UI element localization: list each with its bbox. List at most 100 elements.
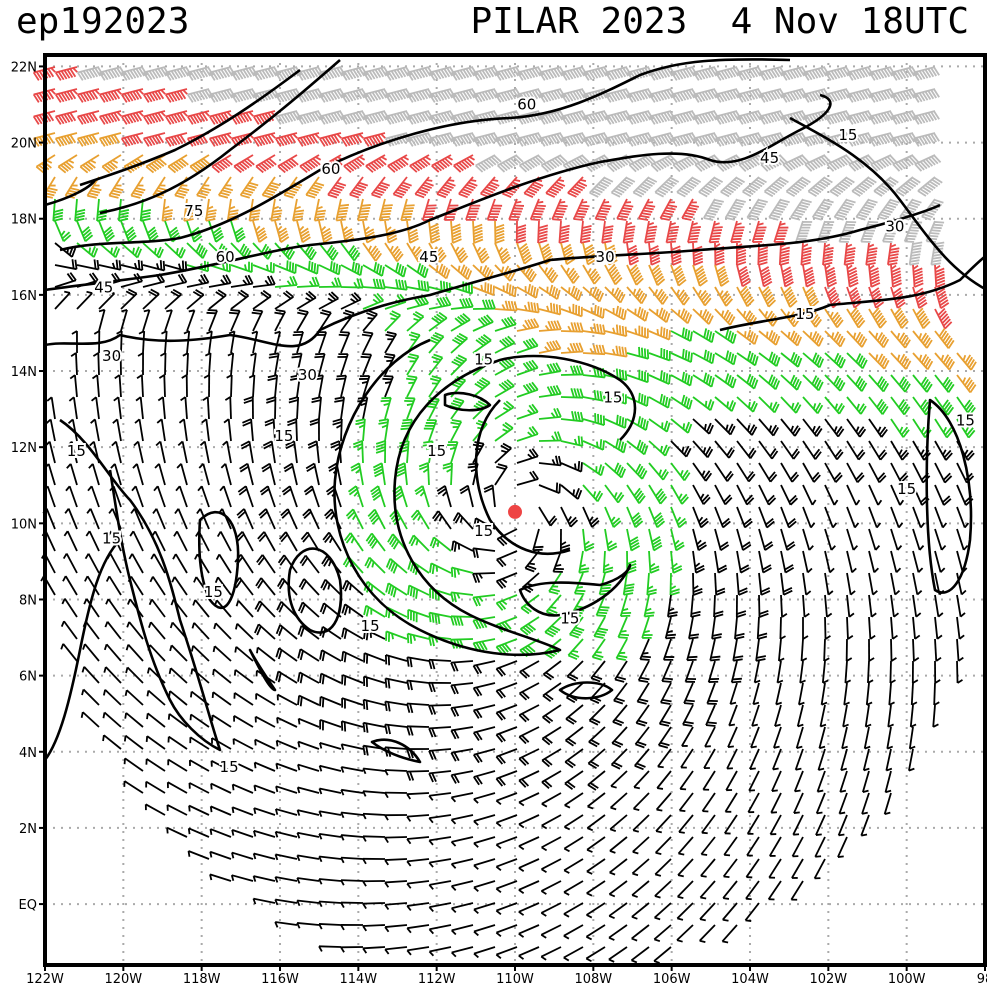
wind-barb	[423, 419, 438, 442]
wind-barb	[670, 132, 698, 147]
wind-barb	[795, 220, 813, 243]
wind-barb	[560, 264, 580, 284]
wind-barb	[817, 748, 826, 771]
wind-barb	[209, 828, 232, 838]
wind-barb	[780, 374, 802, 391]
wind-barb	[934, 396, 955, 416]
wind-barb	[275, 762, 298, 772]
wind-barb	[473, 858, 496, 870]
wind-barb	[495, 880, 518, 894]
wind-barb	[483, 484, 496, 508]
wind-barb	[404, 397, 416, 420]
wind-barb	[81, 666, 100, 684]
wind-barb	[406, 880, 430, 889]
wind-barb	[541, 770, 562, 789]
wind-barb	[76, 220, 94, 243]
lon-tick-label: 120W	[104, 972, 142, 987]
wind-barb	[604, 286, 626, 304]
wind-barb	[495, 770, 518, 787]
wind-barb	[909, 704, 917, 728]
wind-barb	[472, 547, 496, 559]
wind-barb	[450, 726, 474, 740]
wind-barb	[363, 628, 386, 641]
wind-barb	[254, 738, 276, 750]
wind-barb	[868, 572, 878, 596]
wind-barb	[495, 946, 518, 959]
wind-barb	[559, 528, 571, 552]
wind-barb	[538, 132, 566, 147]
wind-barb	[274, 110, 302, 125]
wind-barb	[714, 484, 733, 506]
wind-barb	[846, 616, 854, 640]
storm-center-marker	[508, 504, 522, 519]
wind-barb	[472, 66, 500, 81]
wind-barb	[142, 88, 166, 103]
wind-barb	[189, 713, 210, 728]
wind-barb	[772, 748, 782, 771]
wind-barb	[362, 110, 390, 125]
wind-barb	[714, 308, 736, 326]
wind-barb	[362, 902, 386, 910]
wind-barb	[450, 682, 474, 695]
wind-barb	[838, 792, 848, 815]
wind-barb	[344, 532, 364, 552]
wind-barb	[495, 638, 518, 655]
wind-barb	[103, 666, 122, 684]
wind-barb	[508, 198, 525, 221]
wind-barb	[428, 88, 456, 103]
wind-barb	[275, 670, 298, 684]
wind-barb	[234, 623, 254, 640]
wind-barb	[71, 330, 78, 354]
wind-barb	[226, 374, 233, 398]
wind-barb	[813, 858, 826, 880]
wind-barb	[802, 132, 830, 147]
wind-barb	[107, 530, 122, 552]
wind-barb	[628, 154, 656, 173]
wind-barb	[280, 508, 298, 530]
wind-barb	[714, 418, 736, 436]
wind-barb	[751, 704, 760, 727]
wind-barb	[758, 528, 774, 551]
wind-barb	[608, 946, 628, 963]
wind-barb	[335, 198, 350, 222]
wind-barb	[626, 484, 646, 504]
wind-barb	[662, 638, 675, 661]
wind-barb	[639, 638, 651, 661]
wind-barb	[168, 667, 188, 684]
wind-barb	[222, 440, 232, 464]
wind-barb	[802, 462, 821, 483]
wind-barb	[276, 693, 298, 706]
wind-barb	[780, 88, 808, 103]
wind-barb	[183, 330, 191, 354]
wind-barb	[341, 579, 364, 596]
wind-barb	[451, 924, 474, 936]
wind-barb	[889, 660, 896, 684]
wind-barb	[560, 242, 576, 266]
wind-barb	[912, 330, 933, 349]
wind-barb	[123, 734, 144, 750]
wind-barb	[76, 88, 100, 103]
wind-barb	[318, 945, 342, 952]
wind-barb	[516, 448, 539, 464]
wind-barb	[890, 484, 905, 506]
wind-barb	[582, 242, 597, 266]
wind-barb	[758, 572, 771, 596]
wind-barb	[541, 792, 562, 808]
wind-barb	[494, 442, 512, 464]
wind-barb	[729, 682, 738, 705]
wind-barb	[208, 261, 231, 273]
wind-barb	[736, 396, 758, 413]
wind-barb	[648, 264, 666, 286]
wind-barb	[364, 556, 386, 574]
wind-barb	[736, 418, 758, 436]
wind-barb	[635, 704, 650, 727]
wind-barb	[186, 242, 208, 259]
wind-barb	[340, 811, 364, 819]
wind-barb	[255, 154, 277, 174]
wind-barb	[428, 814, 452, 824]
wind-barb	[384, 946, 408, 955]
wind-barb	[604, 438, 627, 454]
wind-barb	[62, 575, 78, 596]
wind-barb	[114, 374, 122, 398]
wind-barb	[428, 263, 451, 280]
